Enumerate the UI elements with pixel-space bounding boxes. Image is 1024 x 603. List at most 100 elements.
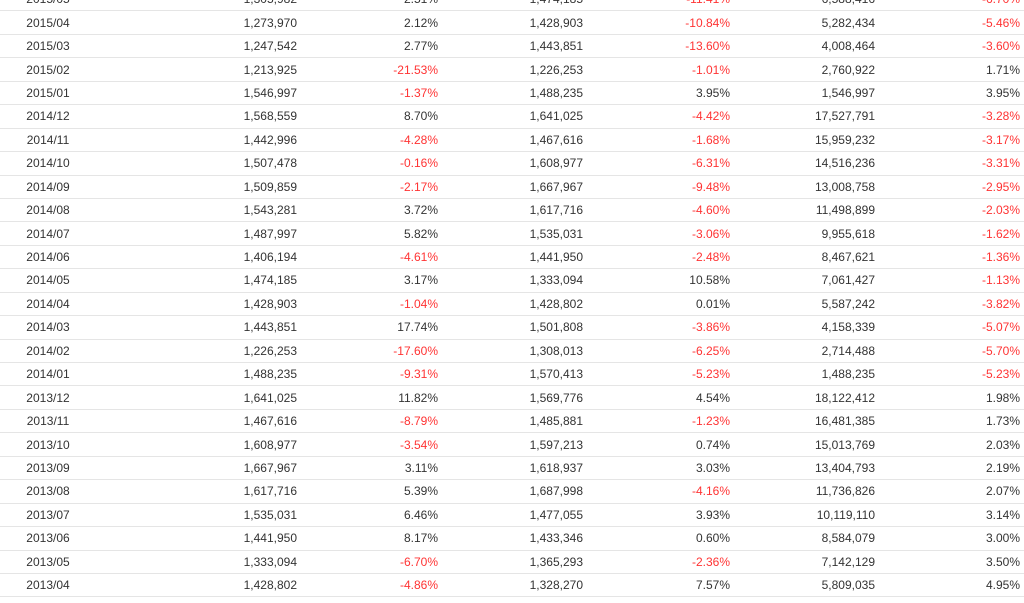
period-cell: 2014/04 [26,296,70,311]
value-cell: 1,488,235 [243,367,297,382]
value-cell: 1,568,559 [243,109,297,124]
value-cell: 5,282,434 [821,15,875,30]
value-cell: 1,428,802 [243,578,297,593]
value-cell: 1,467,616 [529,132,583,147]
value-cell: 1,608,977 [529,156,583,171]
value-cell: -4.16% [691,484,730,499]
value-cell: 1,485,881 [529,414,583,429]
table-row: 2014/12 1,568,559 8.70% 1,641,025 -4.42% 17,5… [0,105,1024,129]
period-cell: 2013/10 [26,437,70,452]
value-cell: 1,667,967 [243,460,297,475]
value-cell: -2.95% [981,179,1020,194]
value-cell: 1,509,859 [243,179,297,194]
value-cell: 11.82% [398,390,438,405]
value-cell: 13,404,793 [814,460,875,475]
value-cell: 1,488,235 [821,367,875,382]
value-cell: -2.36% [691,554,730,569]
value-cell: -4.86% [399,578,438,593]
value-cell: 18,122,412 [814,390,875,405]
value-cell: 5.39% [403,484,438,499]
table-row: 2014/11 1,442,996 -4.28% 1,467,616 -1.68% 15,… [0,129,1024,153]
value-cell: -4.60% [691,203,730,218]
table-row: 2015/02 1,213,925 -21.53% 1,226,253 -1.01% 2,… [0,58,1024,82]
period-cell: 2013/12 [26,390,70,405]
value-cell: -17.60% [393,343,438,358]
value-cell: -4.61% [399,250,438,265]
value-cell: -3.86% [691,320,730,335]
value-cell: 1,617,716 [243,484,297,499]
value-cell: -2.48% [691,250,730,265]
value-cell: 1,441,950 [243,531,297,546]
table-row: 2014/04 1,428,903 -1.04% 1,428,802 0.01% 5,58… [0,293,1024,317]
value-cell: 2.03% [985,437,1020,452]
value-cell: -2.03% [981,203,1020,218]
value-cell: 1,333,094 [243,554,297,569]
value-cell: -2.17% [399,179,438,194]
value-cell: 1.71% [985,62,1020,77]
value-cell: -6.25% [691,343,730,358]
value-cell: 1,546,997 [821,85,875,100]
value-cell: 2.12% [403,15,438,30]
value-cell: -1.62% [981,226,1020,241]
value-cell: 1,333,094 [529,273,583,288]
value-cell: 1,433,346 [529,531,583,546]
table-row: 2014/10 1,507,478 -0.16% 1,608,977 -6.31% 14,… [0,152,1024,176]
value-cell: 1,543,281 [243,203,297,218]
value-cell: 1,226,253 [529,62,583,77]
value-cell: 1,507,478 [243,156,297,171]
period-cell: 2014/07 [26,226,70,241]
value-cell: 1,441,950 [529,250,583,265]
table-row: 2014/02 1,226,253 -17.60% 1,308,013 -6.25% 2,… [0,340,1024,363]
table-row: 2014/06 1,406,194 -4.61% 1,441,950 -2.48% 8,4… [0,246,1024,270]
value-cell: -10.84% [685,15,730,30]
table-row: 2013/12 1,641,025 11.82% 1,569,776 4.54% 18,1… [0,386,1024,410]
value-cell: 2,760,922 [821,62,875,77]
period-cell: 2013/08 [26,484,70,499]
value-cell: 8,467,621 [821,250,875,265]
value-cell: 1,608,977 [243,437,297,452]
period-cell: 2014/10 [26,156,70,171]
value-cell: 3.14% [985,507,1020,522]
value-cell: -1.04% [399,296,438,311]
value-cell: 2.19% [985,460,1020,475]
value-cell: 6,588,416 [0,0,875,10]
value-cell: -5.46% [981,15,1020,30]
period-cell: 2013/09 [26,460,70,475]
value-cell: 1,406,194 [243,250,297,265]
period-cell: 2013/04 [26,578,70,593]
value-cell: 1,687,998 [529,484,583,499]
value-cell: 11,736,826 [815,484,875,499]
value-cell: -3.54% [399,437,438,452]
value-cell: 1,597,213 [529,437,583,452]
value-cell: -21.53% [393,62,438,77]
value-cell: -1.36% [981,250,1020,265]
period-cell: 2014/06 [26,250,70,265]
period-cell: 2014/03 [26,320,70,335]
value-cell: 15,959,232 [814,132,875,147]
table-row: 2014/08 1,543,281 3.72% 1,617,716 -4.60% 11,4… [0,199,1024,223]
value-cell: -5.70% [981,343,1020,358]
value-cell: -9.48% [691,179,730,194]
value-cell: 5,809,035 [821,578,875,593]
value-cell: 4,008,464 [821,39,875,54]
value-cell: -5.07% [981,320,1020,335]
value-cell: 6.46% [403,507,438,522]
period-cell: 2015/03 [26,39,70,54]
value-cell: 1,501,808 [529,320,583,335]
value-cell: 1,328,270 [529,578,583,593]
value-cell: 1.73% [985,414,1020,429]
value-cell: 1,617,716 [529,203,583,218]
value-cell: 17.74% [397,320,438,335]
value-cell: 1,305,982 [0,0,297,10]
value-cell: -0.16% [399,156,438,171]
value-cell: -1.23% [691,414,730,429]
table-row: 2014/09 1,509,859 -2.17% 1,667,967 -9.48% 13,… [0,176,1024,199]
value-cell: 3.50% [985,554,1020,569]
value-cell: 5.82% [403,226,438,241]
value-cell: 3.95% [985,85,1020,100]
table-row: 2015/04 1,273,970 2.12% 1,428,903 -10.84% 5,2… [0,11,1024,35]
value-cell: 1,428,802 [529,296,583,311]
value-cell: 1,443,851 [243,320,297,335]
value-cell: -1.13% [981,273,1020,288]
